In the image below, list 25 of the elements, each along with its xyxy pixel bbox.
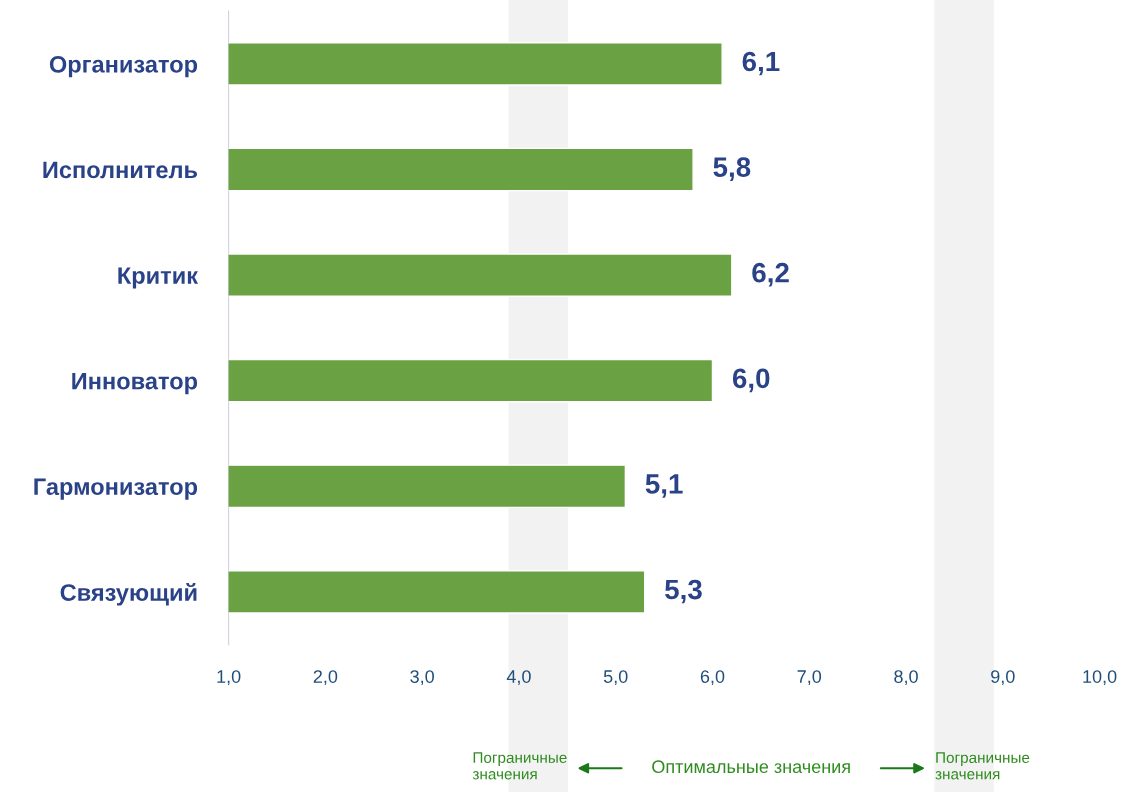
x-tick-label: 6,0 xyxy=(700,670,725,686)
data-label: 6,1 xyxy=(742,51,780,76)
x-tick-label: 3,0 xyxy=(410,670,434,686)
x-tick-label: 1,0 xyxy=(217,670,241,686)
y-tick-label: Критик xyxy=(118,267,199,289)
data-label: 5,3 xyxy=(665,579,702,604)
y-tick-label: Инноватор xyxy=(72,373,198,395)
band-label: Пограничные значения xyxy=(935,752,1030,780)
x-tick-label: 8,0 xyxy=(894,670,918,686)
data-label: 5,8 xyxy=(713,157,751,181)
x-tick-label: 5,0 xyxy=(603,670,628,686)
y-tick-label: Организатор xyxy=(49,55,198,78)
band-label: Пограничные значения xyxy=(472,752,567,780)
text: Оптимальные значения xyxy=(652,760,850,774)
data-label: 6,0 xyxy=(732,368,770,393)
x-tick-label: 2,0 xyxy=(313,670,338,686)
x-tick-label: 4,0 xyxy=(506,670,531,686)
x-tick-label: 10,0 xyxy=(1083,670,1117,686)
y-tick-label: Связующий xyxy=(60,583,197,606)
data-label: 6,2 xyxy=(752,262,789,287)
data-label: 5,1 xyxy=(645,474,683,498)
y-tick-label: Исполнитель xyxy=(43,161,198,179)
y-tick-label: Гармонизатор xyxy=(34,478,198,500)
x-tick-label: 9,0 xyxy=(991,670,1015,686)
x-tick-label: 7,0 xyxy=(797,670,822,686)
